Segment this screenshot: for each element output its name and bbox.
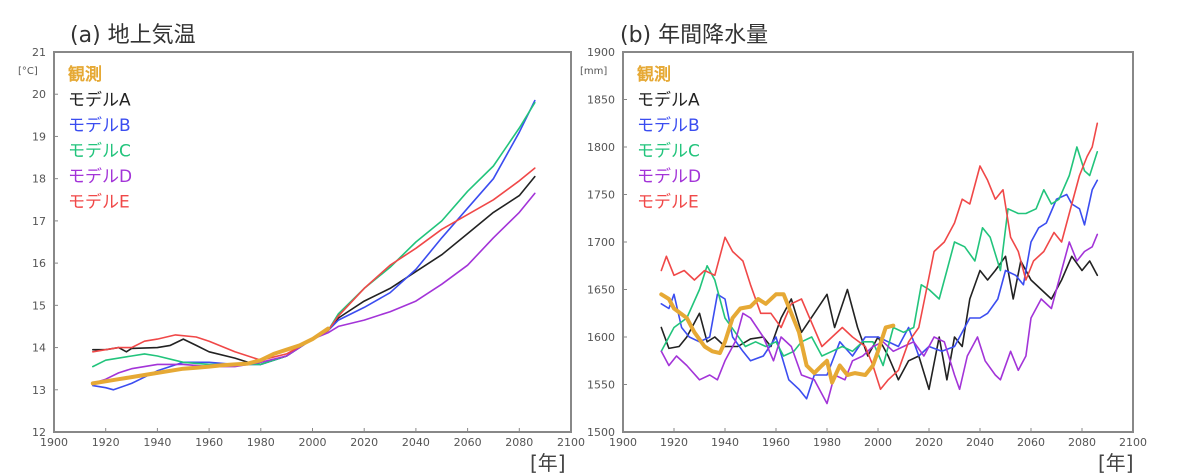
x-tick-label: 1960 <box>195 436 223 449</box>
x-tick-label: 2040 <box>966 436 994 449</box>
legend-entry: モデルD <box>68 166 132 187</box>
y-tick-label: 1600 <box>587 331 615 344</box>
x-tick-label: 2100 <box>1119 436 1147 449</box>
x-tick-label: 2100 <box>557 436 585 449</box>
chart-title: (a) 地上気温 <box>70 23 196 48</box>
legend-entry: モデルE <box>637 192 699 213</box>
series-line-0 <box>90 326 330 386</box>
x-tick-label: 1900 <box>40 436 68 449</box>
y-axis-label: [mm] <box>580 66 607 77</box>
y-tick-label: 1750 <box>587 189 615 202</box>
y-tick-label: 21 <box>32 46 46 59</box>
x-tick-label: 2060 <box>1017 436 1045 449</box>
y-tick-label: 13 <box>32 384 46 397</box>
y-axis-label: [°C] <box>18 66 38 77</box>
legend-entry: モデルA <box>68 90 131 111</box>
y-tick-label: 16 <box>32 257 46 270</box>
series-line-0 <box>659 292 896 385</box>
x-tick-label: 1900 <box>609 436 637 449</box>
x-tick-label: 2040 <box>402 436 430 449</box>
y-tick-label: 1800 <box>587 141 615 154</box>
x-tick-label: 2020 <box>915 436 943 449</box>
legend-entry: モデルD <box>637 166 701 187</box>
y-tick-label: 1700 <box>587 236 615 249</box>
y-tick-label: 20 <box>32 88 46 101</box>
x-tick-label: 1940 <box>143 436 171 449</box>
x-tick-label: 2000 <box>299 436 327 449</box>
x-axis-label: [年] <box>530 451 566 475</box>
legend-entry: モデルC <box>68 141 131 162</box>
y-tick-label: 1900 <box>587 46 615 59</box>
x-tick-label: 2080 <box>505 436 533 449</box>
x-tick-label: 1940 <box>711 436 739 449</box>
legend-entry: モデルB <box>637 115 700 136</box>
y-tick-label: 17 <box>32 215 46 228</box>
y-tick-label: 1550 <box>587 379 615 392</box>
legend-entry: モデルE <box>68 192 130 213</box>
series-line-4 <box>660 233 1099 405</box>
y-tick-label: 12 <box>32 426 46 439</box>
y-tick-label: 14 <box>32 342 46 355</box>
x-tick-label: 1920 <box>660 436 688 449</box>
x-tick-label: 2020 <box>350 436 378 449</box>
chart-panel-a: (a) 地上気温[°C][年]1900 1920 1940 1960 1980 2000 2… <box>18 23 585 475</box>
x-tick-label: 2080 <box>1068 436 1096 449</box>
chart-panel-b: (b) 年間降水量 [mm] [年] 1900 1920 1940 1960 1980 2000… <box>580 23 1147 475</box>
legend-entry: 観測 <box>637 64 671 85</box>
legend-entry: モデルC <box>637 141 700 162</box>
series-line-5 <box>92 167 536 361</box>
x-tick-label: 2000 <box>864 436 892 449</box>
legend-entry: モデルA <box>637 90 700 111</box>
x-tick-label: 1980 <box>813 436 841 449</box>
chart-title: (b) 年間降水量 <box>620 23 768 48</box>
x-tick-label: 2060 <box>454 436 482 449</box>
y-tick-label: 15 <box>32 299 46 312</box>
legend-entry: モデルB <box>68 115 131 136</box>
y-tick-label: 19 <box>32 130 46 143</box>
y-tick-label: 1500 <box>587 426 615 439</box>
x-axis-label: [年] <box>1098 451 1134 475</box>
x-tick-label: 1980 <box>247 436 275 449</box>
y-tick-label: 1850 <box>587 94 615 107</box>
y-tick-label: 1650 <box>587 284 615 297</box>
series-line-2 <box>660 179 1099 400</box>
legend-entry: 観測 <box>68 64 102 85</box>
y-tick-label: 18 <box>32 173 46 186</box>
series-line-5 <box>660 122 1099 391</box>
plot-frame <box>53 51 572 433</box>
x-tick-label: 1920 <box>92 436 120 449</box>
x-tick-label: 1960 <box>762 436 790 449</box>
